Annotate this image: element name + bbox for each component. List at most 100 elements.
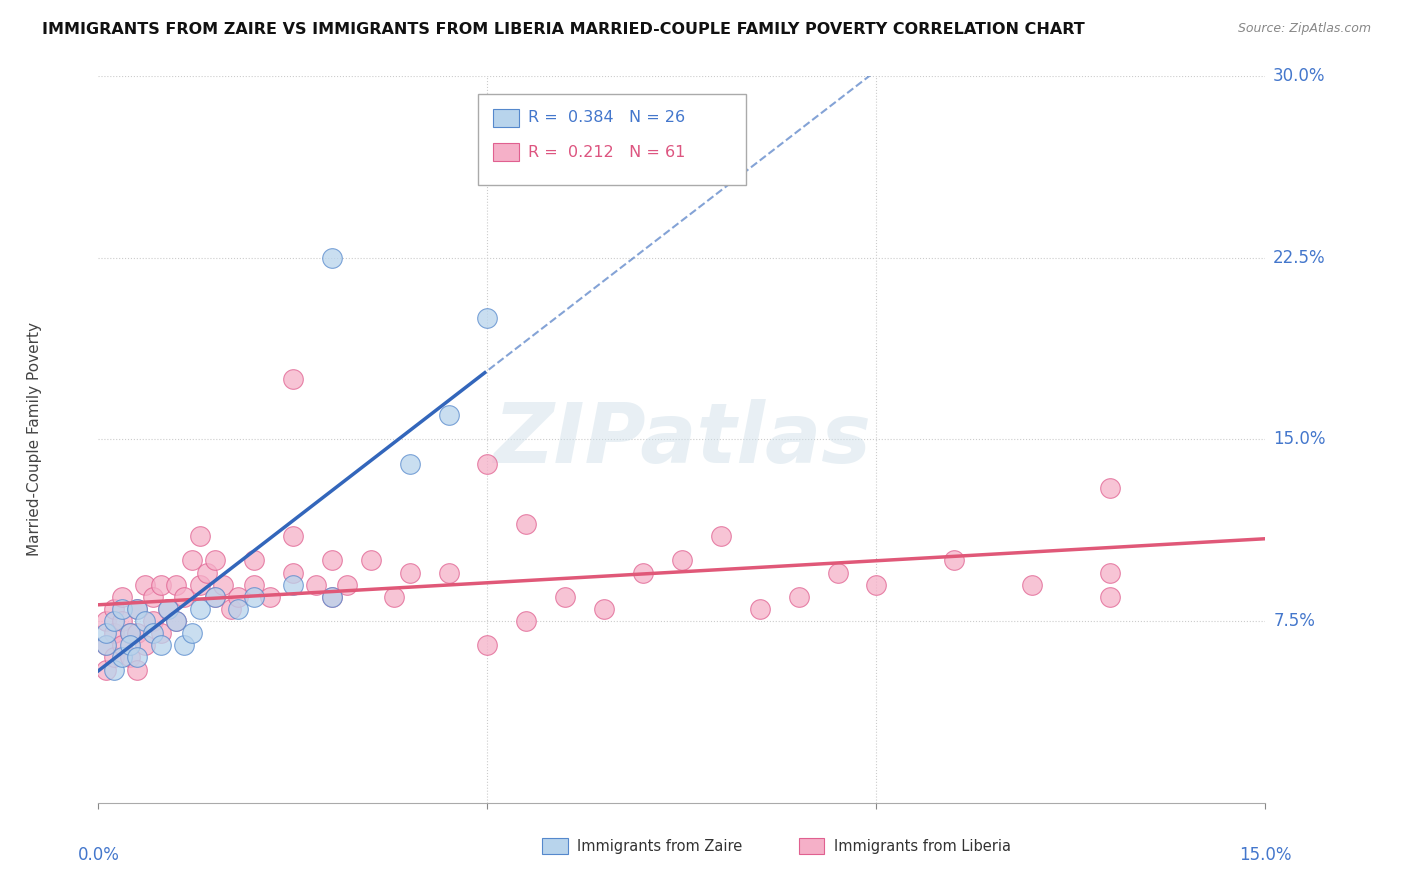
Point <box>1098 590 1121 604</box>
Point <box>748 602 770 616</box>
Point <box>165 614 187 628</box>
Point <box>305 578 328 592</box>
Point <box>554 590 576 604</box>
Text: 0.0%: 0.0% <box>77 847 120 864</box>
Point <box>149 638 172 652</box>
Point <box>1098 566 1121 580</box>
FancyBboxPatch shape <box>494 109 519 127</box>
Point <box>243 590 266 604</box>
Text: 15.0%: 15.0% <box>1274 430 1326 449</box>
FancyBboxPatch shape <box>478 94 747 185</box>
Point <box>827 566 849 580</box>
Point <box>111 650 134 665</box>
Point <box>228 602 250 616</box>
Text: 15.0%: 15.0% <box>1239 847 1292 864</box>
Point <box>787 590 810 604</box>
Point <box>281 372 304 386</box>
Point <box>127 602 149 616</box>
Point <box>382 590 405 604</box>
Point <box>173 590 195 604</box>
Text: R =  0.212   N = 61: R = 0.212 N = 61 <box>527 145 685 160</box>
FancyBboxPatch shape <box>799 838 824 855</box>
Text: Immigrants from Liberia: Immigrants from Liberia <box>834 838 1011 854</box>
Point <box>127 602 149 616</box>
Point <box>103 650 125 665</box>
Point <box>398 566 420 580</box>
Point <box>103 614 125 628</box>
Point <box>96 638 118 652</box>
Point <box>118 626 141 640</box>
Point <box>96 626 118 640</box>
Point <box>103 602 125 616</box>
Point <box>188 578 211 592</box>
Point <box>96 663 118 677</box>
Point <box>204 553 226 567</box>
Point <box>212 578 235 592</box>
Point <box>134 578 156 592</box>
Point <box>360 553 382 567</box>
Point <box>157 602 180 616</box>
Point <box>134 638 156 652</box>
Text: Married-Couple Family Poverty: Married-Couple Family Poverty <box>27 322 42 557</box>
Point <box>180 626 202 640</box>
Point <box>259 590 281 604</box>
FancyBboxPatch shape <box>494 143 519 161</box>
Point <box>111 638 134 652</box>
Point <box>321 251 343 265</box>
Point <box>188 529 211 543</box>
Point <box>321 590 343 604</box>
Point <box>593 602 616 616</box>
Point <box>437 566 460 580</box>
Point <box>180 553 202 567</box>
Point <box>1098 481 1121 495</box>
Point <box>142 614 165 628</box>
Text: 7.5%: 7.5% <box>1274 612 1315 630</box>
Point <box>865 578 887 592</box>
Point <box>157 602 180 616</box>
FancyBboxPatch shape <box>541 838 568 855</box>
Point <box>111 590 134 604</box>
Point <box>477 311 499 326</box>
Point <box>336 578 359 592</box>
Point <box>165 578 187 592</box>
Point <box>321 553 343 567</box>
Point <box>219 602 242 616</box>
Point <box>142 590 165 604</box>
Point <box>127 650 149 665</box>
Point <box>204 590 226 604</box>
Point <box>398 457 420 471</box>
Point <box>142 626 165 640</box>
Text: 30.0%: 30.0% <box>1274 67 1326 85</box>
Point <box>321 590 343 604</box>
Point <box>437 408 460 422</box>
Point <box>281 566 304 580</box>
Text: Source: ZipAtlas.com: Source: ZipAtlas.com <box>1237 22 1371 36</box>
Point <box>631 566 654 580</box>
Point <box>710 529 733 543</box>
Point <box>204 590 226 604</box>
Point <box>149 626 172 640</box>
Point <box>515 614 537 628</box>
Point <box>515 517 537 532</box>
Point <box>195 566 218 580</box>
Point <box>943 553 966 567</box>
Point <box>118 638 141 652</box>
Point <box>281 578 304 592</box>
Point <box>103 626 125 640</box>
Text: 22.5%: 22.5% <box>1274 249 1326 267</box>
Point <box>671 553 693 567</box>
Point <box>127 663 149 677</box>
Point <box>103 663 125 677</box>
Point <box>96 638 118 652</box>
Point <box>243 553 266 567</box>
Point <box>127 626 149 640</box>
Point <box>477 638 499 652</box>
Text: R =  0.384   N = 26: R = 0.384 N = 26 <box>527 111 685 126</box>
Point <box>118 626 141 640</box>
Point <box>149 578 172 592</box>
Point <box>165 614 187 628</box>
Text: Immigrants from Zaire: Immigrants from Zaire <box>576 838 742 854</box>
Point <box>118 650 141 665</box>
Text: ZIPatlas: ZIPatlas <box>494 399 870 480</box>
Point <box>111 614 134 628</box>
